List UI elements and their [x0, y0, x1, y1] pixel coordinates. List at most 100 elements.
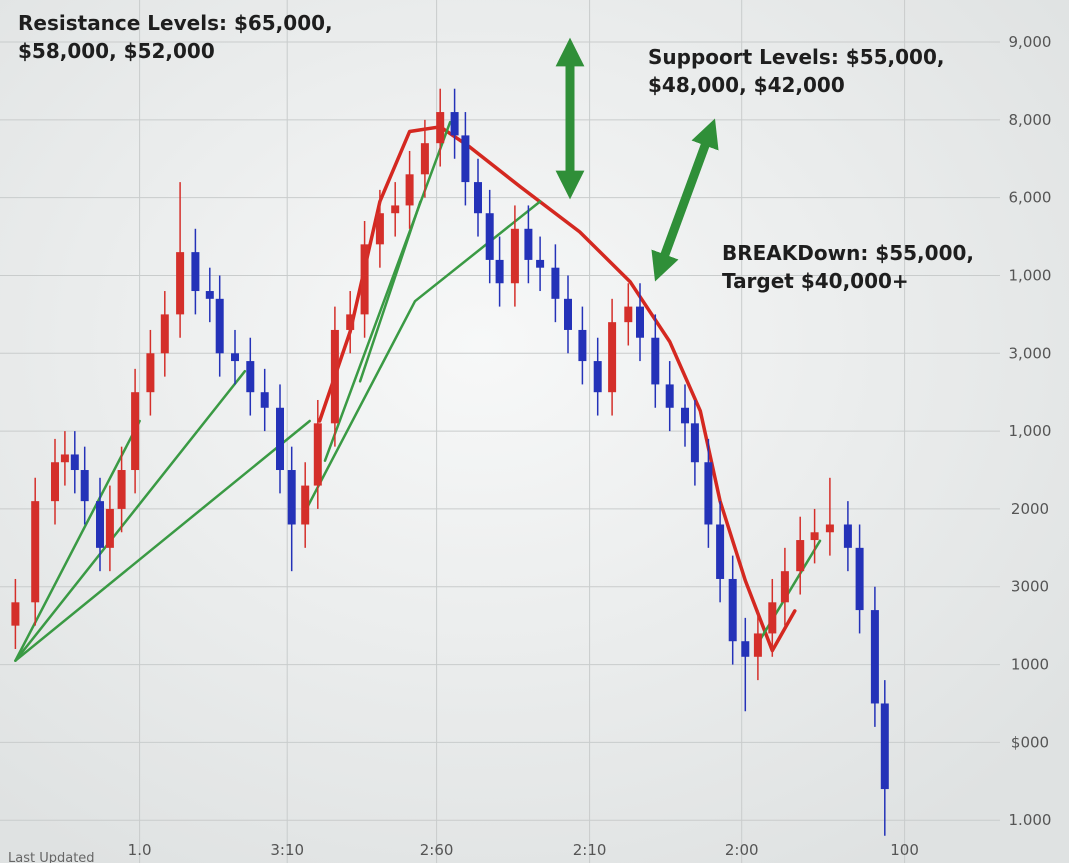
candle-body: [346, 314, 355, 330]
candle-body: [716, 524, 725, 579]
y-tick-label: 1,000: [1009, 266, 1052, 284]
candle-body: [536, 259, 545, 268]
y-tick-label: 1000: [1011, 656, 1049, 674]
candle-body: [741, 641, 750, 657]
annotation: BREAKDown: $55,000,: [722, 241, 974, 265]
trend-line: [14, 419, 141, 662]
candle-body: [191, 252, 200, 292]
candle-body: [870, 610, 879, 704]
candle-body: [651, 337, 660, 385]
candle-body: [578, 329, 587, 362]
y-tick-label: 1.000: [1009, 811, 1052, 829]
y-tick-label: 8,000: [1009, 111, 1052, 129]
candle-body: [524, 228, 533, 260]
candle-body: [510, 228, 519, 284]
candle-body: [31, 501, 40, 603]
candle-body: [796, 540, 805, 572]
candle-body: [768, 602, 777, 634]
candle-body: [215, 298, 224, 354]
candle-body: [287, 470, 296, 525]
y-tick-label: 3000: [1011, 578, 1049, 596]
candle-body: [96, 501, 104, 548]
candle-body: [160, 314, 169, 354]
candle-body: [80, 470, 89, 502]
candle-body: [146, 353, 155, 393]
candle-body: [551, 267, 560, 299]
candle-body: [246, 361, 255, 393]
trend-line: [14, 369, 247, 662]
candle-body: [810, 532, 819, 541]
candle-body: [231, 353, 239, 362]
annotation: Suppoort Levels: $55,000,: [648, 45, 944, 69]
candle-body: [405, 174, 414, 206]
x-tick-label: 100: [890, 841, 919, 859]
annotation: $48,000, $42,000: [648, 73, 845, 97]
candle-body: [360, 244, 369, 315]
trend-line: [14, 419, 311, 662]
candle-body: [205, 291, 214, 299]
candle-body: [593, 361, 602, 393]
overlays: [14, 120, 822, 662]
candle-body: [131, 392, 140, 471]
y-tick-label: 2000: [1011, 500, 1049, 518]
annotations: Resistance Levels: $65,000, $58,000, $52…: [18, 11, 974, 293]
candle-body: [260, 392, 269, 408]
candle-body: [11, 602, 20, 626]
x-tick-label: 2:60: [420, 841, 454, 859]
candle-body: [375, 213, 384, 245]
candle-body: [450, 112, 459, 136]
candle-body: [117, 470, 126, 509]
candle-body: [825, 524, 834, 533]
candle-body: [728, 578, 737, 642]
candle-body: [681, 407, 689, 424]
annotation: $58,000, $52,000: [18, 39, 215, 63]
x-tick-label: 1.0: [128, 841, 152, 859]
candle-body: [176, 252, 185, 315]
candle-body: [330, 329, 339, 424]
candle-body: [690, 423, 699, 463]
trend-line: [358, 200, 422, 383]
y-tick-label: 3,000: [1009, 344, 1052, 362]
candle-body: [60, 454, 69, 463]
candle-body: [495, 259, 504, 284]
candle-body: [51, 462, 59, 502]
candle-body: [485, 213, 494, 260]
candle-body: [636, 306, 644, 338]
axes: 9,000 8,000 6,000 1,000 3,000 1,000 2000 3000 10…: [128, 33, 1052, 859]
footer: Last Updated: [8, 851, 95, 863]
candle-body: [301, 485, 310, 525]
annotation: Resistance Levels: $65,000,: [18, 11, 333, 35]
candle-body: [276, 407, 284, 471]
candle-body: [461, 135, 470, 183]
candle-body: [704, 462, 713, 525]
candle-body: [855, 547, 864, 611]
y-tick-label: $000: [1011, 733, 1049, 751]
candle-body: [70, 454, 79, 471]
candle-body: [665, 384, 674, 408]
candle-body: [753, 633, 762, 657]
arrow: [651, 118, 719, 282]
x-tick-label: 3:10: [270, 841, 304, 859]
candles: [11, 88, 889, 836]
trend-line: [303, 200, 542, 513]
candle-body: [780, 571, 789, 603]
y-tick-label: 1,000: [1009, 422, 1052, 440]
annotation: Target $40,000+: [722, 269, 909, 293]
candle-body: [105, 508, 114, 548]
candle-body: [420, 143, 429, 175]
candle-body: [313, 423, 322, 486]
candle-body: [843, 524, 852, 548]
candle-body: [436, 112, 445, 144]
candle-body: [391, 205, 400, 214]
grid: [0, 0, 1000, 863]
candle-body: [880, 703, 889, 790]
y-tick-label: 6,000: [1009, 189, 1052, 207]
trend-line: [317, 125, 797, 653]
x-tick-label: 2:10: [573, 841, 607, 859]
candle-body: [564, 298, 572, 330]
x-tick-label: 2:00: [725, 841, 759, 859]
candle-body: [474, 182, 482, 214]
trend-line: [323, 120, 452, 462]
